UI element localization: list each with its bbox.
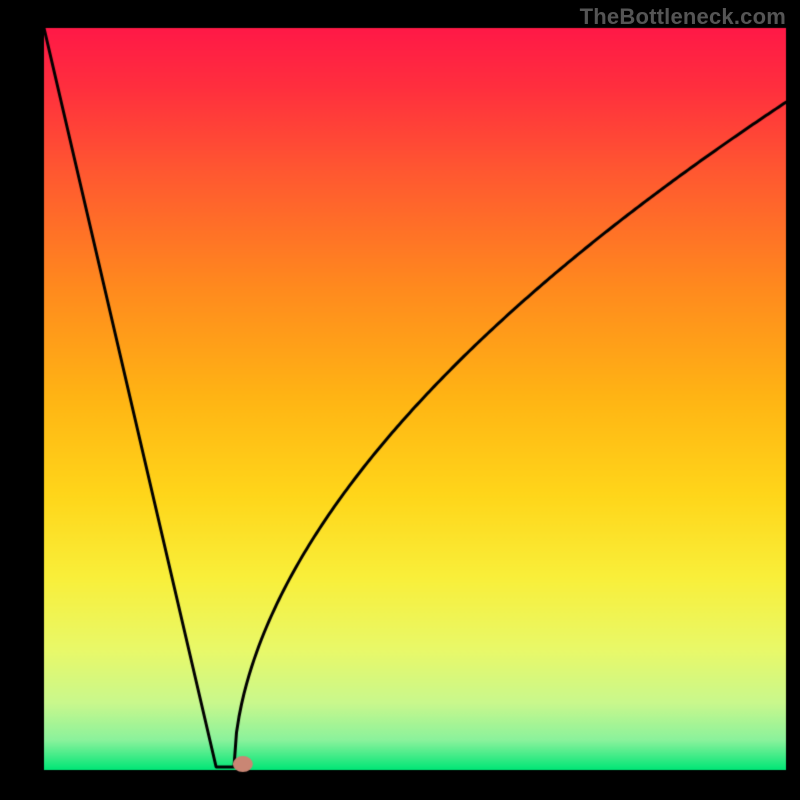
chart-canvas bbox=[0, 0, 800, 800]
watermark-text: TheBottleneck.com bbox=[580, 4, 786, 30]
bottleneck-chart: TheBottleneck.com bbox=[0, 0, 800, 800]
